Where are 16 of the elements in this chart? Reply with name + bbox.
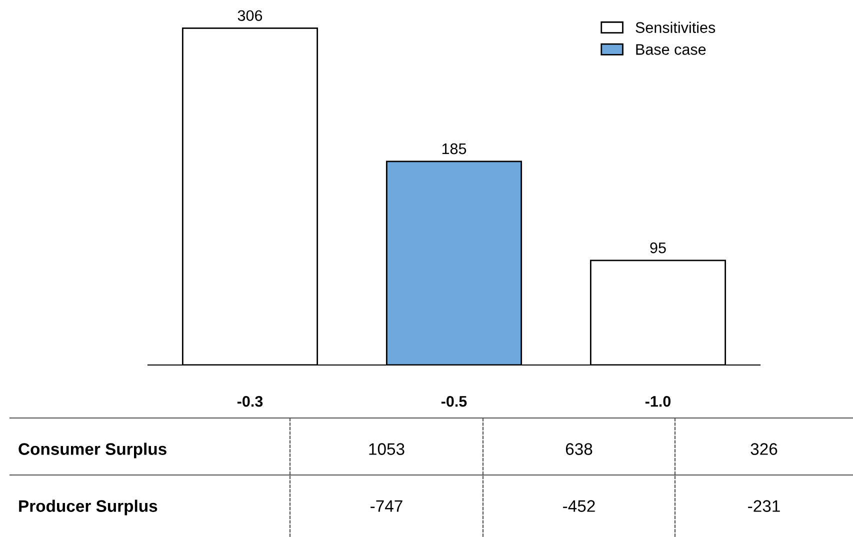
data-label: 185 — [442, 143, 466, 154]
text: 1053 — [369, 443, 404, 455]
text: 638 — [566, 443, 592, 455]
x-tick-label: -0.3 — [237, 396, 263, 407]
text: -452 — [563, 500, 595, 512]
x-tick-label: -1.0 — [645, 396, 671, 407]
x-tick-label: -0.5 — [441, 396, 467, 407]
text: -747 — [370, 500, 402, 512]
text: -231 — [748, 500, 780, 512]
text: Consumer Surplus — [18, 442, 166, 458]
legend-label: Base case — [636, 44, 706, 55]
data-label: 95 — [650, 242, 666, 254]
text: Producer Surplus — [19, 500, 158, 516]
text: 326 — [750, 443, 778, 455]
data-label: 306 — [238, 10, 262, 22]
legend-label: Sensitivities — [636, 22, 716, 33]
